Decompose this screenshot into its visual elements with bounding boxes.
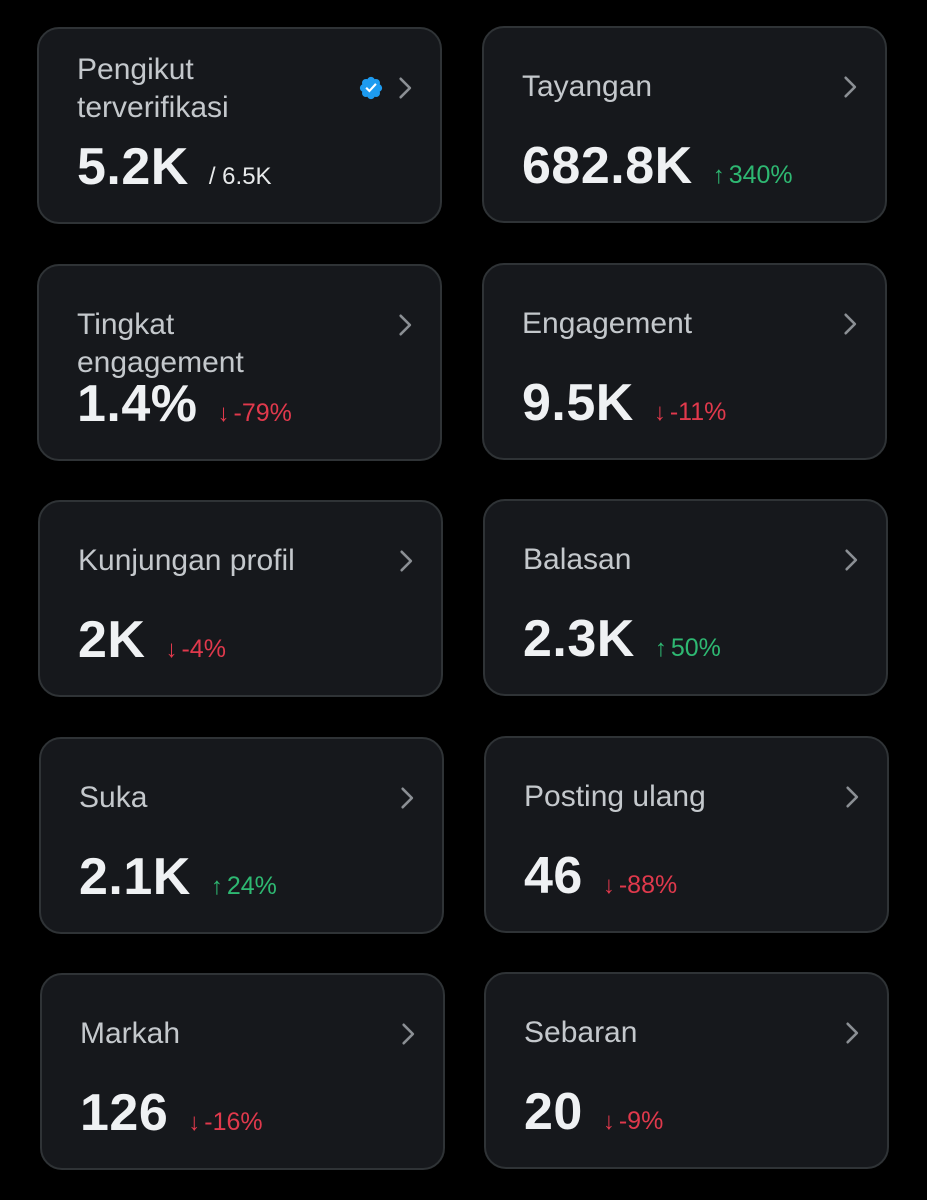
arrow-down-icon: ↓: [602, 872, 615, 899]
card-label: Pengikut terverifikasi: [77, 53, 229, 124]
card-change-value: -9%: [618, 1107, 664, 1135]
card-label: Posting ulang: [524, 780, 706, 813]
card-change-value: -4%: [181, 635, 226, 663]
card-bookmarks[interactable]: Markah 126 ↓ -16%: [40, 973, 445, 1170]
card-total: / 6.5K: [208, 163, 272, 190]
card-shares[interactable]: Sebaran 20 ↓ -9%: [484, 972, 889, 1169]
card-value-row: 2.3K ↑ 50%: [523, 609, 721, 669]
card-label: Tayangan: [522, 70, 653, 103]
arrow-down-icon: ↓: [188, 1109, 201, 1136]
card-value: 9.5K: [522, 374, 634, 432]
card-value: 5.2K: [77, 138, 189, 196]
card-change: ↓ -4%: [165, 635, 225, 664]
arrow-up-icon: ↑: [654, 635, 667, 662]
card-change-value: 24%: [226, 872, 277, 900]
card-label: Balasan: [523, 543, 632, 576]
chevron-right-icon[interactable]: [838, 547, 864, 573]
chevron-right-icon[interactable]: [395, 1021, 421, 1047]
arrow-up-icon: ↑: [712, 162, 725, 189]
card-change-value: -88%: [618, 871, 678, 899]
arrow-down-icon: ↓: [602, 1108, 615, 1135]
card-label: Kunjungan profil: [78, 544, 295, 577]
card-reposts[interactable]: Posting ulang 46 ↓ -88%: [484, 736, 889, 933]
card-label: Suka: [79, 781, 148, 814]
card-value-row: 5.2K / 6.5K: [77, 137, 272, 197]
chevron-right-icon[interactable]: [393, 548, 419, 574]
card-value-row: 2.1K ↑ 24%: [79, 847, 277, 907]
card-label: Engagement: [522, 307, 693, 340]
card-value-row: 2K ↓ -4%: [78, 610, 226, 670]
card-likes[interactable]: Suka 2.1K ↑ 24%: [39, 737, 444, 934]
card-engagement-rate[interactable]: Tingkat engagement 1.4% ↓ -79%: [37, 264, 442, 461]
card-profile-visits[interactable]: Kunjungan profil 2K ↓ -4%: [38, 500, 443, 697]
card-label: Tingkat engagement: [77, 308, 244, 379]
card-value-row: 126 ↓ -16%: [80, 1083, 263, 1143]
card-label: Sebaran: [524, 1016, 638, 1049]
arrow-down-icon: ↓: [165, 636, 178, 663]
card-change: ↓ -16%: [188, 1108, 262, 1137]
card-value: 126: [80, 1084, 169, 1142]
card-value-row: 1.4% ↓ -79%: [77, 374, 292, 434]
card-verified-followers[interactable]: Pengikut terverifikasi 5.2K / 6.5K: [37, 27, 442, 224]
card-change-value: -79%: [233, 399, 292, 427]
chevron-right-icon[interactable]: [837, 74, 863, 100]
card-change-value: 340%: [728, 161, 793, 189]
card-value-row: 46 ↓ -88%: [524, 846, 677, 906]
arrow-up-icon: ↑: [210, 873, 223, 900]
verified-badge-icon: [359, 76, 383, 100]
card-value-row: 20 ↓ -9%: [524, 1082, 663, 1142]
card-value: 46: [524, 847, 583, 905]
chevron-right-icon[interactable]: [839, 784, 865, 810]
card-change: ↓ -11%: [654, 398, 727, 427]
card-value: 1.4%: [77, 375, 198, 433]
card-change: ↑ 50%: [655, 634, 721, 663]
card-value: 2K: [78, 611, 146, 669]
chevron-right-icon[interactable]: [837, 311, 863, 337]
chevron-right-icon[interactable]: [839, 1020, 865, 1046]
card-replies[interactable]: Balasan 2.3K ↑ 50%: [483, 499, 888, 696]
card-change: ↑ 340%: [713, 161, 793, 190]
card-value: 2.1K: [79, 848, 191, 906]
chevron-right-icon[interactable]: [394, 785, 420, 811]
card-value: 682.8K: [522, 137, 693, 195]
card-value-row: 9.5K ↓ -11%: [522, 373, 726, 433]
chevron-right-icon[interactable]: [392, 312, 418, 338]
card-change: ↓ -9%: [603, 1107, 663, 1136]
card-value-row: 682.8K ↑ 340%: [522, 136, 793, 196]
card-value: 2.3K: [523, 610, 635, 668]
card-change: ↓ -88%: [603, 871, 677, 900]
card-change: ↑ 24%: [211, 872, 277, 901]
card-change: ↓ -79%: [218, 399, 292, 428]
card-change-value: -11%: [669, 398, 727, 426]
arrow-down-icon: ↓: [653, 399, 666, 426]
card-change-value: -16%: [204, 1108, 263, 1136]
card-engagement[interactable]: Engagement 9.5K ↓ -11%: [482, 263, 887, 460]
arrow-down-icon: ↓: [217, 400, 230, 427]
card-value: 20: [524, 1083, 583, 1141]
chevron-right-icon[interactable]: [392, 75, 418, 101]
card-change-value: 50%: [670, 634, 721, 662]
card-label: Markah: [80, 1017, 181, 1050]
card-views[interactable]: Tayangan 682.8K ↑ 340%: [482, 26, 887, 223]
